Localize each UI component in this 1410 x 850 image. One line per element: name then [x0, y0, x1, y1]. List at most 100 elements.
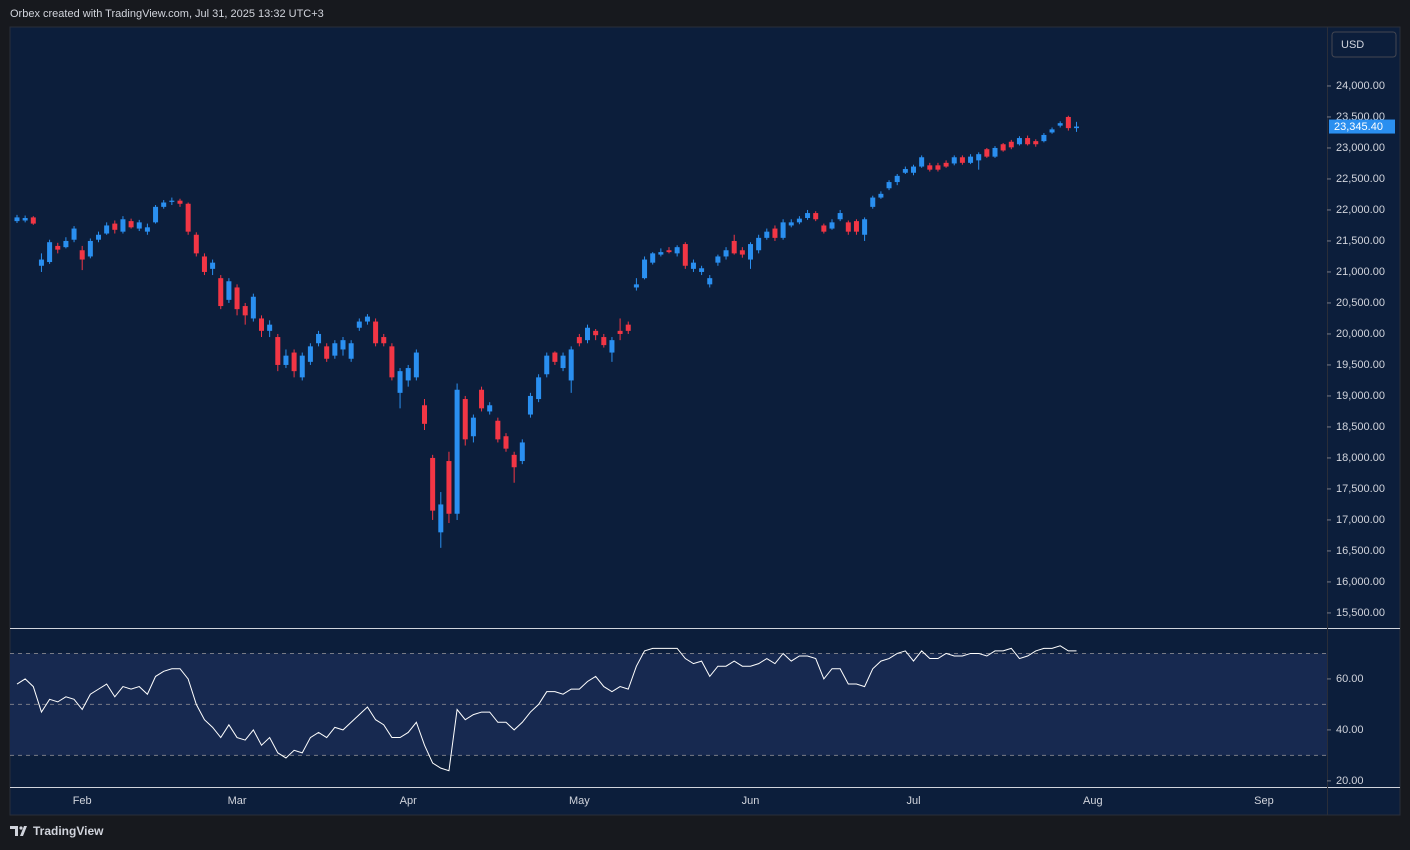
candle-body — [96, 234, 101, 240]
candle-body — [55, 245, 61, 250]
candle-body — [943, 162, 949, 167]
candle-body — [951, 157, 957, 164]
candle-body — [1033, 141, 1039, 145]
candles — [14, 115, 1079, 548]
candle-body — [30, 217, 36, 224]
y-tick-label: 18,500.00 — [1336, 421, 1385, 433]
candle-body — [511, 454, 517, 468]
candle-body — [104, 225, 110, 234]
candle-body — [430, 457, 436, 511]
brand-name: TradingView — [33, 824, 104, 838]
currency-button[interactable] — [1331, 31, 1397, 58]
candle-body — [666, 250, 672, 253]
candle-body — [128, 221, 134, 228]
candle-body — [772, 228, 778, 238]
candle-body — [568, 349, 574, 381]
candle-body — [731, 240, 737, 254]
y-tick-label: 18,000.00 — [1336, 452, 1385, 464]
candle-body — [544, 355, 550, 375]
candle-body — [479, 389, 485, 409]
y-tick-label: 24,000.00 — [1336, 80, 1385, 92]
candle-body — [389, 346, 395, 378]
candle-body — [911, 166, 916, 173]
candle-body — [576, 337, 582, 344]
candle-body — [894, 175, 900, 183]
candle-body — [519, 442, 525, 462]
candle-body — [161, 202, 167, 207]
candle-body — [764, 231, 770, 238]
x-tick-label: Jul — [906, 795, 920, 807]
candle-body — [642, 259, 648, 279]
candle-body — [845, 222, 851, 232]
candle-body — [356, 321, 362, 328]
candle-body — [560, 355, 566, 369]
y-tick-label: 16,000.00 — [1336, 576, 1385, 588]
candle-body — [503, 436, 509, 449]
candle-body — [707, 278, 713, 285]
candle-body — [340, 340, 346, 350]
candle-body — [935, 165, 941, 170]
candle-body — [136, 222, 142, 229]
candle-body — [332, 343, 338, 356]
candle-body — [397, 371, 403, 393]
candle-body — [805, 213, 811, 219]
x-tick-label: Apr — [400, 795, 417, 807]
candle-body — [796, 218, 802, 223]
candle-body — [1025, 138, 1031, 145]
candle-body — [177, 200, 183, 204]
candle-body — [984, 149, 990, 157]
header-attribution: Orbex created with TradingView.com, Jul … — [10, 8, 324, 20]
candle-body — [487, 405, 493, 412]
candle-body — [201, 256, 207, 272]
candle-body — [902, 169, 908, 173]
candle-body — [381, 337, 387, 344]
x-tick-label: Jun — [742, 795, 760, 807]
candle-body — [813, 213, 819, 220]
candle-body — [324, 346, 330, 359]
currency-label[interactable]: USD — [1341, 39, 1364, 51]
candle-body — [267, 324, 273, 331]
candle-body — [552, 352, 558, 362]
candle-body — [373, 321, 379, 344]
x-tick-label: May — [569, 795, 590, 807]
candle-body — [193, 234, 199, 254]
candle-body — [886, 182, 892, 189]
y-tick-label: 22,500.00 — [1336, 173, 1385, 185]
candle-body — [348, 343, 354, 359]
candle-body — [283, 355, 289, 365]
y-tick-label: 19,000.00 — [1336, 390, 1385, 402]
y-tick-label: 40.00 — [1336, 724, 1364, 736]
y-tick-label: 21,000.00 — [1336, 266, 1385, 278]
candle-body — [316, 333, 322, 344]
candle-body — [234, 287, 240, 310]
candle-body — [299, 355, 305, 378]
candle-body — [79, 250, 85, 260]
candle-body — [527, 395, 533, 415]
candle-body — [617, 330, 623, 334]
candle-body — [878, 193, 884, 198]
candle-body — [1041, 134, 1047, 142]
candle-body — [438, 504, 444, 533]
candle-body — [22, 218, 28, 221]
candle-body — [250, 296, 256, 319]
candle-body — [1049, 129, 1055, 133]
candle-body — [992, 147, 998, 157]
candle-body — [682, 244, 688, 266]
candle-body — [723, 250, 729, 257]
candle-body — [837, 213, 843, 220]
candle-body — [593, 330, 599, 336]
candle-body — [601, 337, 607, 346]
candle-body — [862, 219, 868, 235]
candle-body — [1016, 138, 1022, 145]
last-price-label: 23,345.40 — [1334, 121, 1383, 133]
candle-body — [1074, 126, 1079, 129]
candle-body — [242, 306, 248, 316]
candle-body — [650, 253, 656, 263]
candle-body — [120, 219, 126, 232]
y-tick-label: 16,500.00 — [1336, 545, 1385, 557]
rsi-line — [16, 645, 1077, 772]
candle-body — [748, 244, 753, 260]
candle-body — [585, 327, 590, 341]
candle-body — [144, 227, 150, 232]
